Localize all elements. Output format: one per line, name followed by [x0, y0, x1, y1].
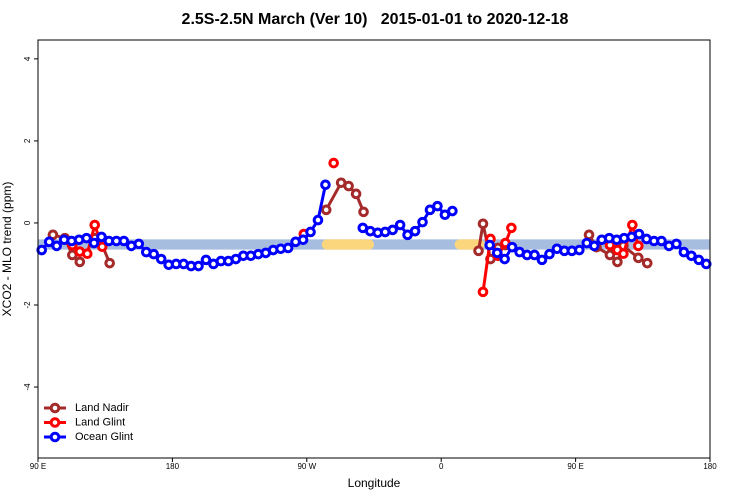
point — [36, 244, 48, 256]
point — [536, 254, 548, 266]
y-axis-label: XCO2 - MLO trend (ppm) — [0, 182, 14, 317]
point — [96, 241, 108, 253]
x-tick-label: 180 — [703, 462, 717, 471]
point — [506, 222, 517, 234]
point — [656, 235, 667, 247]
x-tick-label: 180 — [166, 462, 180, 471]
point — [88, 237, 100, 249]
point — [686, 250, 697, 262]
point — [409, 225, 421, 237]
point — [588, 240, 600, 252]
point — [81, 248, 93, 260]
point — [312, 214, 324, 226]
x-axis-label: Longitude — [348, 476, 401, 490]
point — [328, 157, 339, 169]
chart-title: 2.5S-2.5N March (Ver 10) 2015-01-01 to 2… — [182, 11, 569, 28]
point — [506, 241, 518, 253]
point — [612, 256, 623, 268]
legend-label: Land Nadir — [75, 402, 129, 414]
y-tick-label: 4 — [23, 56, 32, 61]
point — [641, 257, 653, 269]
point — [417, 216, 428, 228]
point — [200, 254, 212, 266]
point — [499, 253, 510, 265]
point — [74, 256, 86, 268]
point — [81, 232, 92, 244]
point — [148, 248, 160, 260]
point — [671, 238, 682, 250]
point — [193, 260, 204, 272]
plot-area — [36, 157, 712, 298]
point — [432, 200, 443, 212]
point — [320, 179, 331, 191]
legend-label: Land Glint — [75, 416, 125, 428]
point — [447, 205, 458, 217]
plot-frame — [37, 39, 711, 459]
point — [693, 254, 705, 266]
legend-marker — [49, 402, 61, 414]
point — [51, 240, 62, 252]
x-tick-label: 90 E — [567, 462, 583, 471]
point — [700, 258, 712, 270]
x-tick-label: 90 W — [297, 462, 316, 471]
point — [133, 238, 145, 250]
legend-marker — [49, 431, 61, 443]
point — [633, 240, 644, 252]
x-tick-label: 90 E — [30, 462, 46, 471]
point — [96, 231, 107, 243]
point — [43, 236, 55, 248]
point — [529, 249, 540, 261]
x-tick-label: 0 — [439, 462, 444, 471]
legend-marker — [49, 417, 61, 428]
point — [633, 252, 644, 264]
point — [104, 257, 115, 269]
point — [477, 218, 489, 230]
point — [282, 242, 294, 254]
y-tick-label: -2 — [23, 301, 32, 309]
point — [387, 224, 398, 236]
y-tick-label: 2 — [23, 138, 32, 143]
land-band — [321, 239, 374, 250]
point — [574, 244, 585, 256]
legend-label: Ocean Glint — [75, 431, 133, 443]
point — [155, 253, 167, 265]
point — [633, 228, 645, 240]
point — [544, 248, 555, 260]
point — [583, 229, 595, 241]
point — [618, 248, 629, 260]
point — [320, 204, 332, 216]
point — [89, 219, 101, 231]
point — [477, 286, 489, 298]
point — [627, 219, 638, 231]
point — [358, 206, 369, 218]
y-tick-label: 0 — [23, 220, 32, 225]
point — [350, 188, 362, 200]
point — [484, 239, 496, 251]
point — [473, 245, 484, 257]
point — [604, 249, 616, 261]
point — [394, 219, 406, 231]
point — [297, 234, 309, 246]
y-tick-label: -4 — [23, 383, 32, 391]
point — [343, 180, 354, 192]
point — [491, 247, 503, 259]
point — [118, 235, 130, 247]
point — [305, 226, 316, 238]
